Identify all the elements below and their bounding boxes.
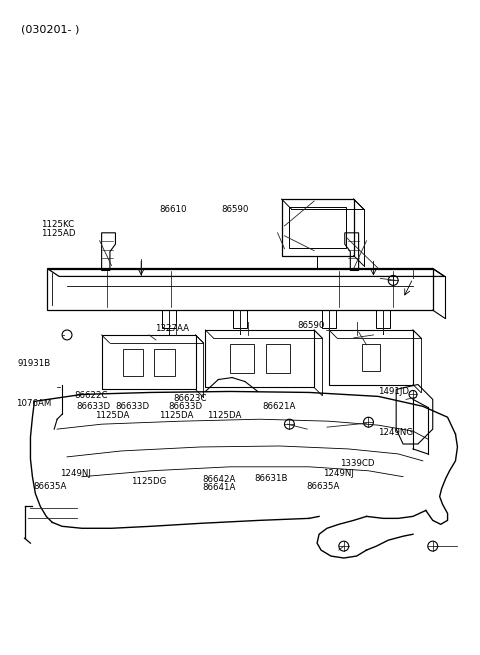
Text: 1327AA: 1327AA [155, 324, 189, 333]
Text: 1125DA: 1125DA [159, 411, 194, 420]
Text: 86635A: 86635A [306, 482, 340, 491]
Text: 1339CD: 1339CD [340, 458, 374, 468]
Text: 86641A: 86641A [202, 483, 235, 493]
Text: 1249NJ: 1249NJ [323, 469, 354, 478]
Text: 1249NJ: 1249NJ [60, 469, 91, 478]
Text: 1125AD: 1125AD [41, 229, 75, 238]
Bar [362, 344, 380, 371]
Text: 1076AM: 1076AM [16, 399, 51, 408]
Text: 86642A: 86642A [202, 475, 235, 484]
Bar [329, 330, 413, 384]
Bar [47, 269, 433, 310]
Text: 1125DG: 1125DG [131, 477, 166, 486]
Text: 1125KC: 1125KC [41, 220, 74, 229]
Text: 1125DA: 1125DA [207, 411, 241, 420]
Text: 86622C: 86622C [74, 391, 108, 400]
Bar [289, 207, 346, 248]
Text: 91931B: 91931B [17, 359, 50, 367]
Bar [205, 330, 314, 388]
Bar [102, 335, 195, 390]
Bar [266, 345, 290, 373]
Text: (030201- ): (030201- ) [21, 25, 79, 35]
Text: 86590: 86590 [297, 321, 324, 330]
Text: 86633D: 86633D [76, 402, 110, 411]
Bar [154, 348, 175, 376]
Bar [230, 345, 253, 373]
Text: 86610: 86610 [159, 206, 187, 214]
Text: 86623C: 86623C [174, 394, 207, 403]
Text: 86621A: 86621A [263, 402, 296, 411]
Bar [122, 348, 143, 376]
Text: 1491JD: 1491JD [378, 387, 408, 396]
Text: 1249NG: 1249NG [378, 428, 413, 437]
Text: 86635A: 86635A [34, 482, 67, 491]
Text: 86633D: 86633D [168, 402, 202, 411]
Bar [162, 310, 176, 328]
Bar [281, 199, 354, 255]
Bar [322, 310, 336, 328]
Bar [376, 310, 390, 328]
Text: 86633D: 86633D [116, 402, 150, 411]
Bar [233, 310, 247, 328]
Text: 86590: 86590 [221, 206, 248, 214]
Text: 86631B: 86631B [254, 474, 288, 483]
Text: 1125DA: 1125DA [96, 411, 130, 420]
